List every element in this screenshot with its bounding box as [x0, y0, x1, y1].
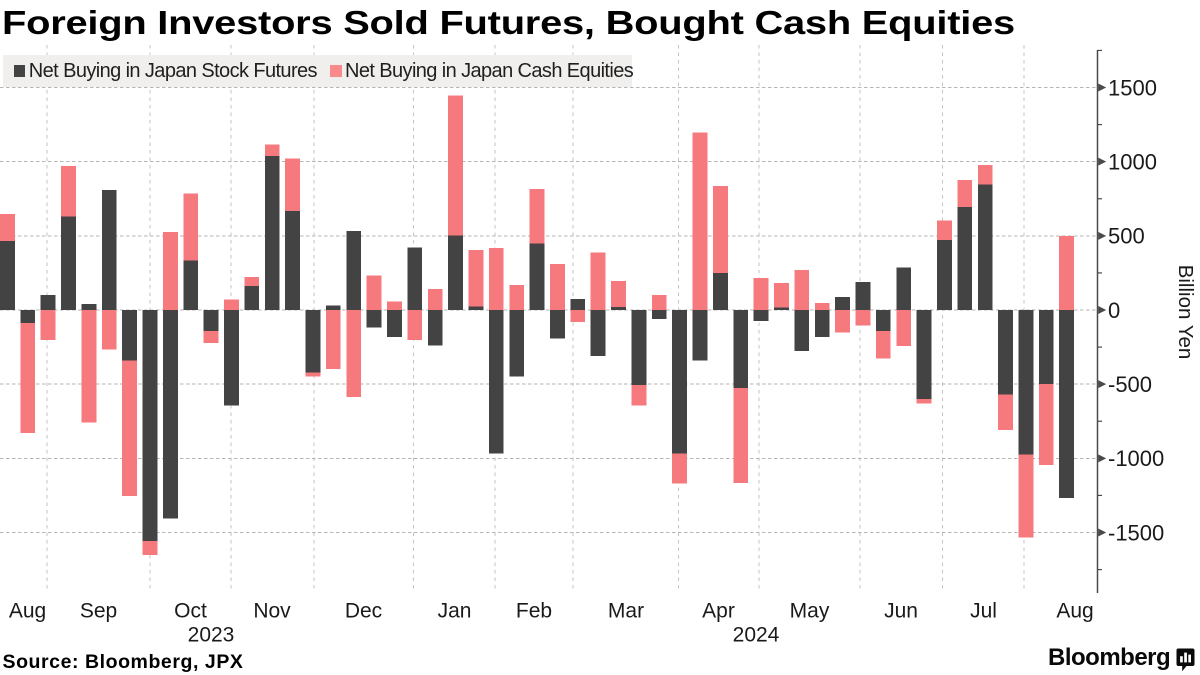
svg-text:2023: 2023 — [188, 624, 235, 647]
svg-text:1500: 1500 — [1108, 75, 1157, 100]
svg-text:1000: 1000 — [1108, 149, 1157, 174]
svg-text:Oct: Oct — [174, 600, 207, 623]
svg-text:0: 0 — [1108, 298, 1120, 323]
svg-text:2024: 2024 — [733, 624, 780, 647]
svg-text:May: May — [790, 600, 830, 623]
svg-text:Jan: Jan — [438, 600, 472, 623]
svg-text:Aug: Aug — [1056, 600, 1093, 623]
svg-text:500: 500 — [1108, 224, 1145, 249]
svg-text:Jul: Jul — [970, 600, 997, 623]
svg-text:Dec: Dec — [345, 600, 382, 623]
svg-text:Sep: Sep — [80, 600, 117, 623]
svg-text:Aug: Aug — [9, 600, 46, 623]
svg-text:Billion Yen: Billion Yen — [1174, 265, 1197, 360]
svg-text:Feb: Feb — [516, 600, 552, 623]
svg-text:Nov: Nov — [253, 600, 291, 623]
svg-text:Jun: Jun — [884, 600, 918, 623]
svg-text:-500: -500 — [1108, 372, 1152, 397]
svg-text:Apr: Apr — [702, 600, 735, 623]
svg-text:-1500: -1500 — [1108, 520, 1164, 545]
svg-text:Mar: Mar — [608, 600, 644, 623]
svg-text:-1000: -1000 — [1108, 446, 1164, 471]
